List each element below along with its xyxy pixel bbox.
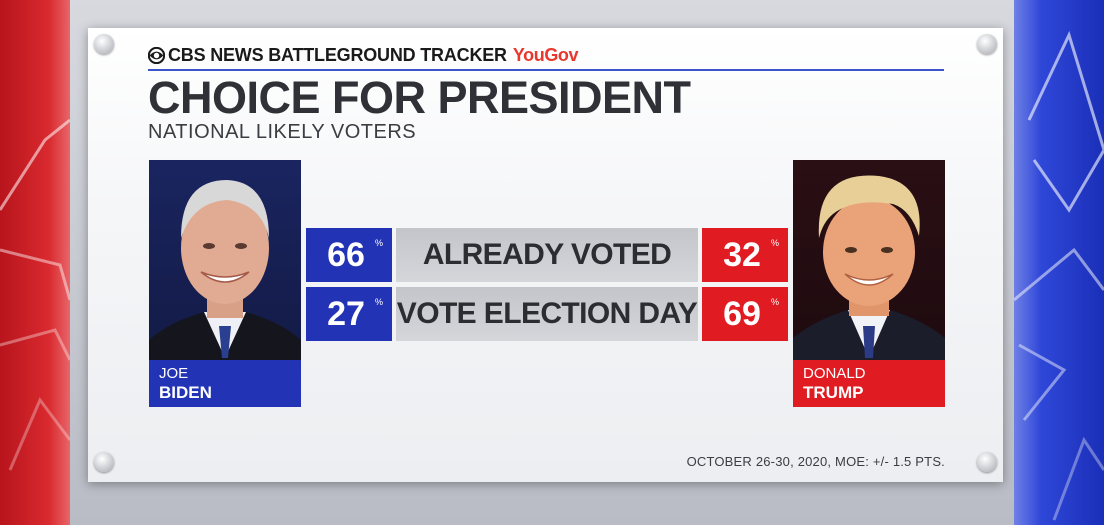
biden-last-name: BIDEN (159, 383, 212, 402)
biden-first-name: JOE (159, 365, 189, 382)
table-row: 66 % ALREADY VOTED 32 % (306, 228, 788, 282)
chart-subtitle: NATIONAL LIKELY VOTERS (148, 121, 417, 143)
biden-value-cell: 27 % (306, 287, 392, 341)
table-row: 27 % VOTE ELECTION DAY 69 % (306, 287, 788, 341)
header-rule (148, 69, 944, 71)
biden-value-cell: 66 % (306, 228, 392, 282)
trump-last-name: TRUMP (803, 383, 864, 402)
screw-icon (94, 34, 114, 54)
trump-name-box: DONALD TRUMP (793, 360, 945, 407)
screw-icon (977, 34, 997, 54)
trump-value: 32 (723, 235, 761, 274)
trump-portrait-icon (793, 175, 945, 360)
screw-icon (94, 452, 114, 472)
brand-header: CBS NEWS BATTLEGROUND TRACKER YouGov (148, 43, 579, 67)
biden-name-box: JOE BIDEN (149, 360, 301, 407)
biden-portrait-icon (149, 180, 301, 360)
biden-value: 66 (327, 235, 365, 274)
candidate-card-trump: DONALD TRUMP (793, 160, 945, 407)
star-outline-decoration (1014, 30, 1104, 521)
background-blue-side (1014, 0, 1104, 525)
chart-title: CHOICE FOR PRESIDENT (148, 72, 691, 123)
category-label-cell: ALREADY VOTED (396, 228, 698, 282)
background-red-side (0, 0, 70, 525)
trump-value: 69 (723, 294, 761, 333)
percent-sign: % (770, 238, 779, 248)
category-label: ALREADY VOTED (422, 238, 672, 271)
category-label: VOTE ELECTION DAY (396, 297, 698, 330)
category-label-cell: VOTE ELECTION DAY (396, 287, 698, 341)
trump-value-cell: 69 % (702, 287, 788, 341)
percent-sign: % (374, 297, 383, 307)
screw-icon (977, 452, 997, 472)
biden-value: 27 (327, 294, 365, 333)
poll-panel: CBS NEWS BATTLEGROUND TRACKER YouGov CHO… (88, 28, 1003, 482)
star-outline-decoration (0, 118, 70, 471)
candidate-card-biden: JOE BIDEN (149, 160, 301, 407)
brand-partner: YouGov (512, 44, 579, 65)
percent-sign: % (770, 297, 779, 307)
brand-network: CBS NEWS BATTLEGROUND TRACKER (168, 44, 507, 65)
trump-value-cell: 32 % (702, 228, 788, 282)
poll-footnote: OCTOBER 26-30, 2020, MOE: +/- 1.5 PTS. (686, 454, 945, 469)
cbs-eye-icon (148, 46, 165, 64)
trump-first-name: DONALD (803, 365, 866, 382)
percent-sign: % (374, 238, 383, 248)
